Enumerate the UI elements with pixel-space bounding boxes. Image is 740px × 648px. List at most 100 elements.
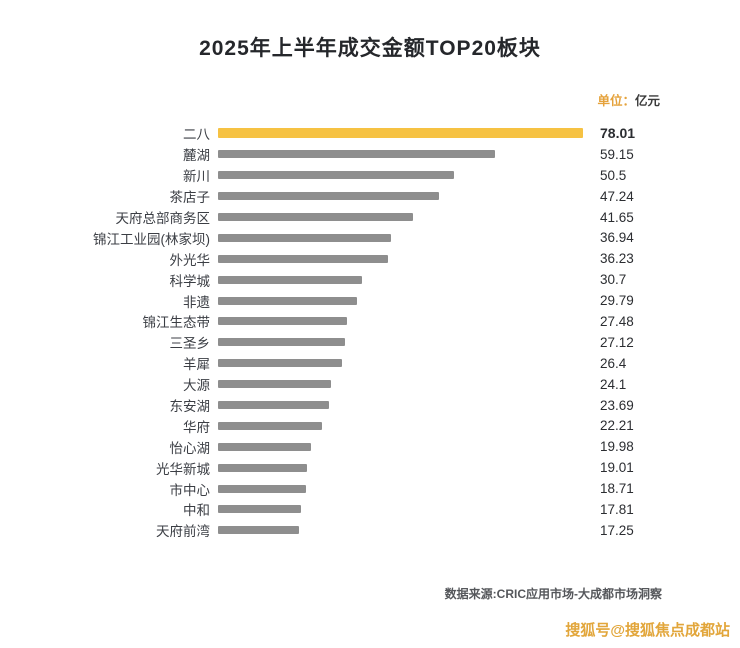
chart-row: 二八 78.01 bbox=[55, 123, 740, 144]
row-bar bbox=[218, 254, 388, 263]
row-value: 36.23 bbox=[600, 251, 634, 267]
chart-row: 三圣乡 27.12 bbox=[55, 332, 740, 353]
row-bar bbox=[218, 401, 329, 410]
row-bar bbox=[218, 275, 362, 284]
row-bar bbox=[218, 128, 583, 139]
unit-label: 单位：亿元 bbox=[0, 90, 740, 109]
row-bar bbox=[218, 359, 342, 368]
row-value: 27.12 bbox=[600, 334, 634, 350]
row-label: 怡心湖 bbox=[169, 440, 211, 456]
bar-track bbox=[218, 275, 583, 285]
chart-row: 光华新城 19.01 bbox=[55, 457, 740, 478]
chart-row: 怡心湖 19.98 bbox=[55, 436, 740, 457]
bar-track bbox=[218, 525, 583, 535]
row-value: 18.71 bbox=[600, 481, 634, 497]
bar-track bbox=[218, 316, 583, 326]
bar-track bbox=[218, 484, 583, 494]
chart-page: 2025年上半年成交金额TOP20板块 单位：亿元 二八 78.01 麓湖 59… bbox=[0, 37, 740, 639]
bar-track bbox=[218, 191, 583, 201]
chart-row: 市中心 18.71 bbox=[55, 478, 740, 499]
row-value: 36.94 bbox=[600, 230, 634, 246]
chart-row: 中和 17.81 bbox=[55, 499, 740, 520]
bar-track bbox=[218, 170, 583, 180]
bar-track bbox=[218, 212, 583, 222]
row-value: 27.48 bbox=[600, 313, 634, 329]
row-bar bbox=[218, 150, 495, 159]
row-value: 22.21 bbox=[600, 418, 634, 434]
row-bar bbox=[218, 380, 331, 389]
row-bar bbox=[218, 317, 347, 326]
row-label: 市中心 bbox=[169, 482, 211, 498]
chart-row: 天府总部商务区 41.65 bbox=[55, 207, 740, 228]
bar-track bbox=[218, 233, 583, 243]
bar-track bbox=[218, 442, 583, 452]
chart-row: 华府 22.21 bbox=[55, 415, 740, 436]
row-label: 中和 bbox=[183, 503, 210, 519]
watermark: 搜狐号@搜狐焦点成都站 bbox=[565, 622, 730, 639]
chart-title: 2025年上半年成交金额TOP20板块 bbox=[199, 37, 541, 60]
row-label: 二八 bbox=[183, 127, 210, 143]
row-label: 麓湖 bbox=[183, 148, 210, 164]
row-label: 科学城 bbox=[169, 273, 211, 289]
bar-track bbox=[218, 296, 583, 306]
row-label: 锦江工业园(林家坝) bbox=[93, 231, 210, 247]
row-bar bbox=[218, 526, 299, 535]
bar-track bbox=[218, 254, 583, 264]
row-bar bbox=[218, 233, 391, 242]
row-value: 26.4 bbox=[600, 355, 627, 371]
chart-row: 麓湖 59.15 bbox=[55, 144, 740, 165]
chart-row: 羊犀 26.4 bbox=[55, 353, 740, 374]
row-label: 光华新城 bbox=[156, 461, 210, 477]
row-bar bbox=[218, 505, 302, 514]
row-value: 30.7 bbox=[600, 272, 627, 288]
row-label: 天府总部商务区 bbox=[115, 211, 211, 226]
row-value: 23.69 bbox=[600, 397, 634, 413]
unit-prefix: 单位： bbox=[597, 94, 635, 108]
data-source: 数据来源:CRIC应用市场-大成都市场洞察 bbox=[444, 586, 662, 601]
row-bar bbox=[218, 421, 322, 430]
chart-row: 东安湖 23.69 bbox=[55, 395, 740, 416]
row-bar bbox=[218, 463, 307, 472]
row-label: 三圣乡 bbox=[169, 336, 211, 352]
row-label: 锦江生态带 bbox=[142, 315, 211, 331]
bar-track bbox=[218, 463, 583, 473]
chart-row: 锦江工业园(林家坝) 36.94 bbox=[55, 227, 740, 248]
row-value: 24.1 bbox=[600, 376, 627, 392]
bar-track bbox=[218, 504, 583, 514]
bar-track bbox=[218, 358, 583, 368]
chart-row: 外光华 36.23 bbox=[55, 248, 740, 269]
row-bar bbox=[218, 484, 306, 493]
row-label: 非遗 bbox=[183, 294, 210, 310]
row-value: 59.15 bbox=[600, 146, 634, 162]
row-bar bbox=[218, 171, 455, 180]
row-bar bbox=[218, 442, 312, 451]
row-value: 78.01 bbox=[600, 125, 636, 142]
row-value: 50.5 bbox=[600, 167, 627, 183]
bar-track bbox=[218, 421, 583, 431]
bar-chart: 二八 78.01 麓湖 59.15 新川 50.5 茶店子 47.24 天府总部… bbox=[0, 123, 740, 541]
chart-row: 锦江生态带 27.48 bbox=[55, 311, 740, 332]
row-label: 茶店子 bbox=[169, 190, 211, 206]
bar-track bbox=[218, 128, 583, 139]
row-label: 东安湖 bbox=[169, 399, 211, 415]
row-label: 羊犀 bbox=[183, 357, 210, 373]
bar-track bbox=[218, 400, 583, 410]
row-value: 47.24 bbox=[600, 188, 634, 204]
row-label: 天府前湾 bbox=[156, 524, 210, 540]
row-value: 29.79 bbox=[600, 293, 634, 309]
chart-row: 茶店子 47.24 bbox=[55, 186, 740, 207]
unit-text: 亿元 bbox=[634, 94, 660, 108]
bar-track bbox=[218, 149, 583, 159]
row-bar bbox=[218, 338, 345, 347]
bar-track bbox=[218, 379, 583, 389]
row-value: 17.81 bbox=[600, 501, 634, 517]
chart-row: 科学城 30.7 bbox=[55, 269, 740, 290]
row-value: 17.25 bbox=[600, 522, 634, 538]
row-bar bbox=[218, 192, 440, 201]
chart-row: 天府前湾 17.25 bbox=[55, 520, 740, 541]
row-value: 19.01 bbox=[600, 460, 634, 476]
row-label: 大源 bbox=[183, 378, 210, 394]
row-label: 华府 bbox=[183, 419, 210, 435]
chart-row: 新川 50.5 bbox=[55, 165, 740, 186]
row-value: 41.65 bbox=[600, 209, 634, 225]
